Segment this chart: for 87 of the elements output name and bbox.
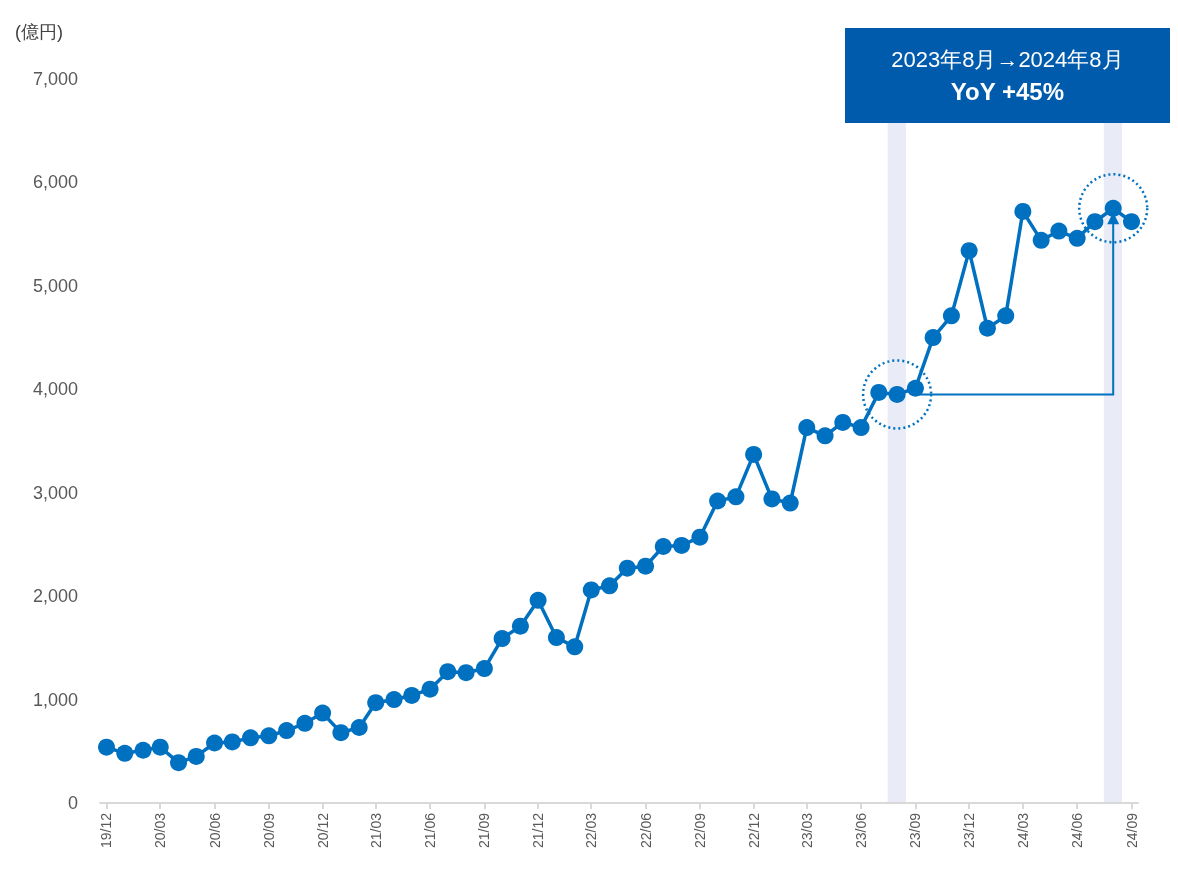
annotation: YoY +45% [950, 76, 1064, 107]
point [206, 734, 224, 752]
x-tick-label: 23/06 [853, 812, 870, 849]
point [367, 694, 385, 712]
point [223, 733, 241, 751]
x-tick-label: 22/12 [745, 812, 762, 849]
x-tick-label: 21/06 [422, 812, 439, 849]
y-tick-label: 1,000 [32, 689, 78, 710]
x-tick-label: 19/12 [98, 812, 115, 849]
point [960, 242, 978, 260]
point [511, 617, 529, 635]
x-tick-label: 22/09 [691, 812, 708, 849]
y-tick-label: 6,000 [32, 172, 78, 193]
point [745, 445, 763, 463]
point [242, 729, 260, 747]
point [852, 419, 870, 437]
point [924, 329, 942, 347]
point [942, 307, 960, 325]
point [151, 738, 169, 756]
point [566, 638, 584, 656]
point [763, 490, 781, 508]
y-axis-title: (億円) [15, 22, 63, 42]
point [798, 419, 816, 437]
point [1068, 229, 1086, 247]
point [98, 738, 115, 756]
point [350, 719, 368, 736]
point [493, 630, 511, 648]
point [1032, 231, 1050, 249]
point [816, 427, 834, 445]
point [116, 744, 134, 762]
x-tick-label: 20/03 [152, 812, 169, 849]
point [260, 727, 278, 745]
point [582, 581, 600, 599]
y-tick-label: 7,000 [32, 69, 78, 89]
point [547, 629, 565, 647]
point [1014, 202, 1032, 220]
point [618, 559, 636, 577]
x-tick-label: 20/09 [260, 812, 277, 849]
point [870, 383, 888, 401]
point [997, 307, 1015, 325]
point [601, 577, 619, 595]
x-tick-label: 23/03 [798, 812, 815, 849]
point [439, 663, 457, 681]
y-tick-label: 4,000 [32, 379, 78, 400]
y-tick-label: 5,000 [32, 275, 78, 296]
point [332, 724, 350, 742]
point [1123, 213, 1141, 231]
x-tick-label: 20/12 [314, 812, 331, 849]
point [1086, 213, 1104, 231]
x-tick-label: 21/09 [476, 812, 493, 849]
x-tick-label: 24/06 [1069, 812, 1086, 849]
point [475, 660, 493, 678]
point [187, 747, 205, 765]
point [906, 379, 924, 397]
point [170, 754, 188, 772]
x-tick-label: 23/12 [961, 812, 978, 849]
x-tick-label: 22/06 [637, 812, 654, 849]
point [978, 319, 996, 337]
point [691, 528, 709, 546]
point [278, 722, 296, 740]
point [403, 686, 421, 704]
point [134, 741, 152, 759]
point [834, 413, 852, 431]
point [673, 536, 691, 554]
x-tick-label: 24/03 [1014, 812, 1031, 849]
point [637, 557, 655, 575]
point [314, 704, 332, 722]
x-tick-label: 21/03 [367, 812, 384, 849]
point [385, 691, 403, 709]
point [781, 494, 799, 512]
callout-box: 2023年8月→2024年8月 YoY +45% [844, 28, 1170, 123]
x-tick-label: 21/12 [530, 812, 547, 849]
y-tick-label: 0 [67, 793, 78, 813]
point [421, 680, 439, 698]
point [654, 538, 672, 555]
x-tick-label: 22/03 [583, 812, 600, 849]
y-tick-label: 3,000 [32, 482, 78, 503]
point [1050, 222, 1068, 240]
point [727, 488, 745, 506]
x-tick-label: 20/06 [206, 812, 223, 849]
x-tick-label: 24/09 [1123, 812, 1140, 849]
point [296, 714, 314, 732]
point [709, 492, 727, 510]
point [529, 591, 547, 609]
y-tick-label: 2,000 [32, 586, 78, 607]
x-tick-label: 23/09 [907, 812, 924, 849]
point [457, 664, 475, 682]
